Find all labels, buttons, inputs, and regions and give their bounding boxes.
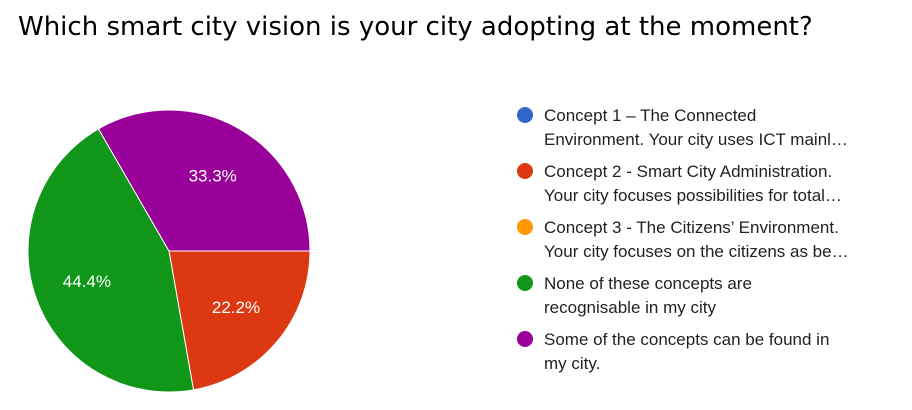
legend-label-line: Your city focuses possibilities for tota… [544,186,842,205]
legend-color-dot-icon [517,107,533,123]
legend-item-1[interactable]: Concept 2 - Smart City Administration. Yo… [517,160,907,208]
legend-item-3[interactable]: None of these concepts are recognisable i… [517,272,907,320]
legend-item-4[interactable]: Some of the concepts can be found in my c… [517,328,907,376]
legend-color-dot-icon [517,275,533,291]
pie-slice-1[interactable] [168,250,311,391]
chart-title: Which smart city vision is your city ado… [18,12,813,42]
legend-color-dot-icon [517,163,533,179]
legend-label-line: Some of the concepts can be found in [544,330,830,349]
legend-label-line: Concept 3 - The Citizens’ Environment. [544,218,839,237]
legend-item-2[interactable]: Concept 3 - The Citizens’ Environment. Yo… [517,216,907,264]
pie-slice-label-1: 22.2% [212,298,260,317]
chart-legend: Concept 1 – The Connected Environment. Yo… [517,104,907,384]
pie-slice-4[interactable] [97,109,311,252]
legend-label-line: my city. [544,354,601,373]
pie-chart: 22.2% 44.4% 33.3% [24,106,314,396]
pie-slice-label-4: 33.3% [189,166,237,185]
legend-label-line: Your city focuses on the citizens as be… [544,242,849,261]
legend-color-dot-icon [517,219,533,235]
legend-label-line: Concept 1 – The Connected [544,106,757,125]
legend-label-line: Concept 2 - Smart City Administration. [544,162,833,181]
pie-slice-3[interactable] [27,128,195,393]
legend-label-line: None of these concepts are [544,274,752,293]
legend-label-line: Environment. Your city uses ICT mainl… [544,130,848,149]
legend-label-line: recognisable in my city [544,298,716,317]
pie-chart-svg: 22.2% 44.4% 33.3% [27,109,311,393]
legend-color-dot-icon [517,331,533,347]
legend-item-0[interactable]: Concept 1 – The Connected Environment. Yo… [517,104,907,152]
pie-slice-label-3: 44.4% [63,272,111,291]
